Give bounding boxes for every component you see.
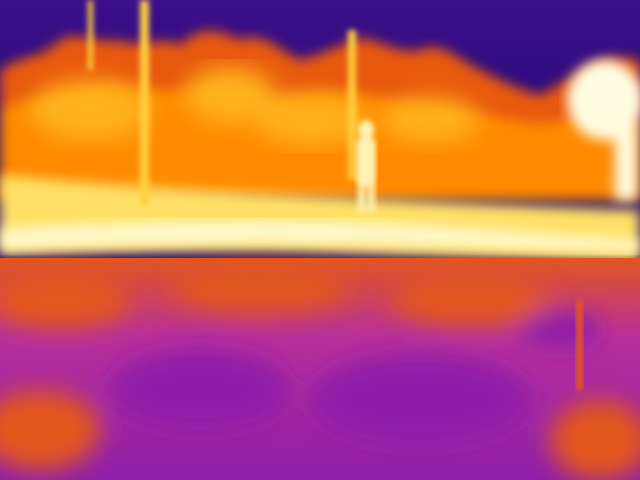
bright-object-right bbox=[567, 60, 640, 200]
ground-post bbox=[576, 300, 583, 390]
pole-far-left bbox=[88, 0, 93, 70]
utility-poles bbox=[88, 0, 356, 205]
pole-left bbox=[140, 0, 149, 205]
standing-figure bbox=[356, 120, 376, 212]
ground-texture bbox=[0, 268, 640, 480]
pole-center bbox=[348, 30, 356, 180]
canopy-hotspots bbox=[30, 67, 480, 145]
hot-core bbox=[0, 220, 640, 252]
